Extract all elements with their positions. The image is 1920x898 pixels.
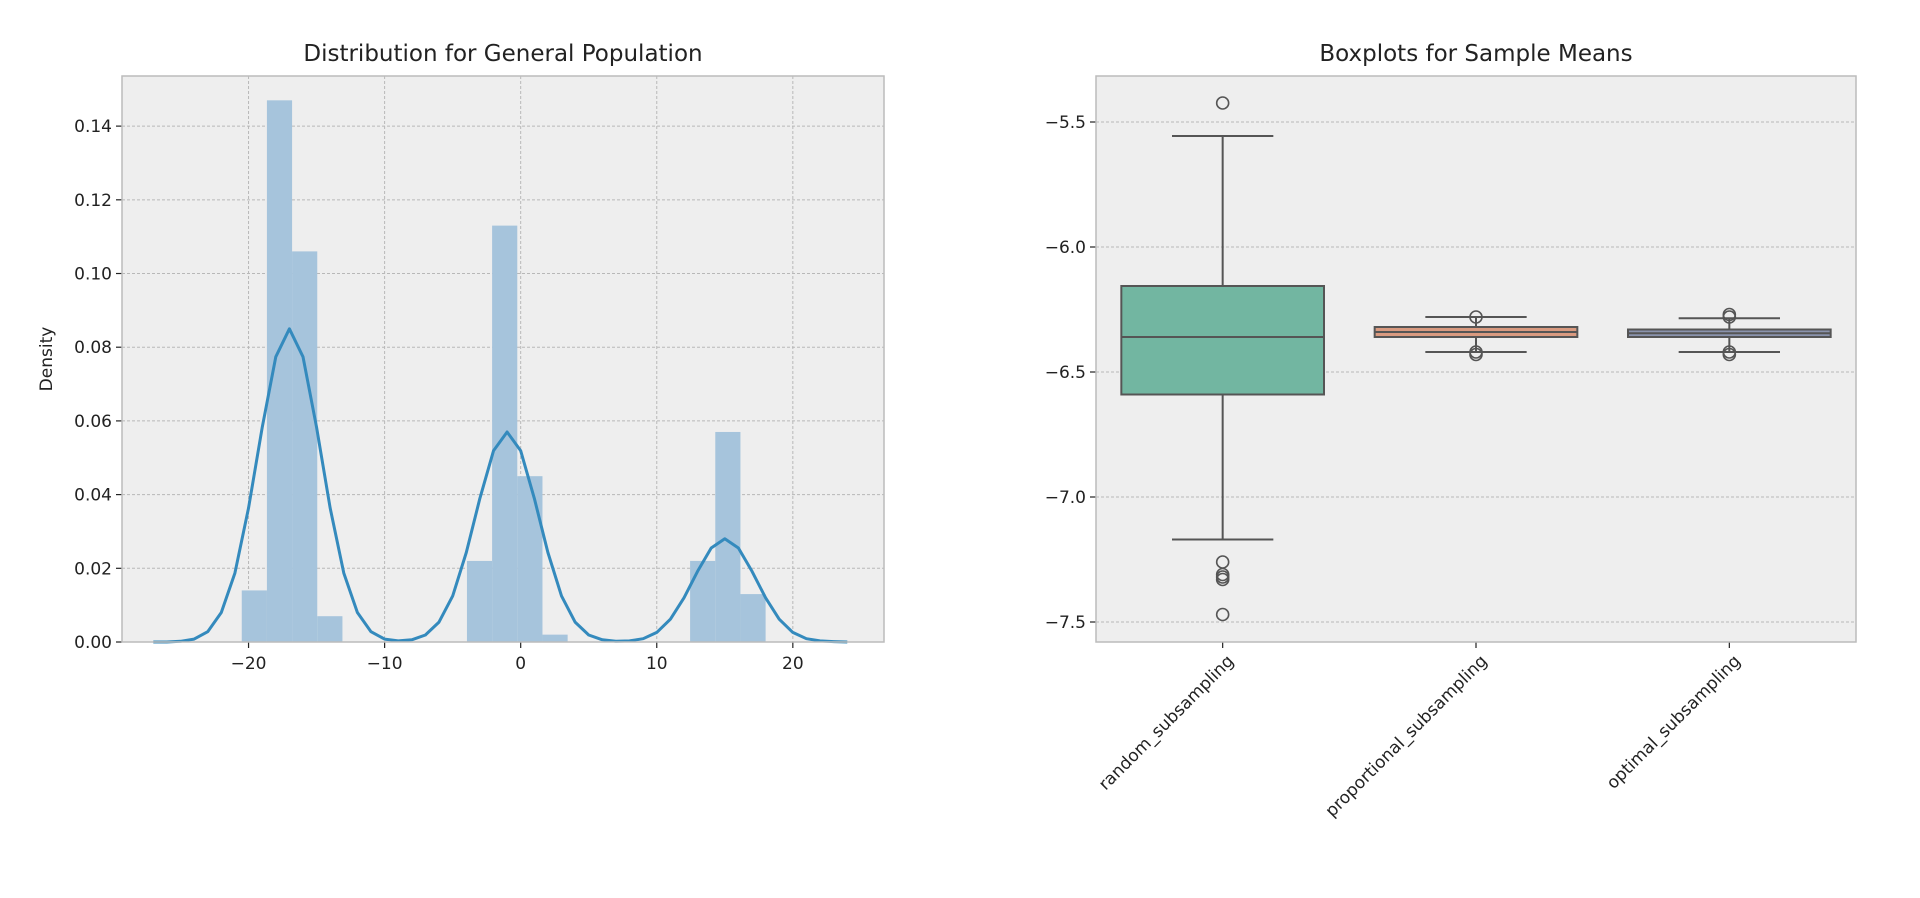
histogram-bar (266, 100, 293, 642)
y-tick-label: 0.02 (74, 559, 112, 579)
y-tick-label: −6.5 (1045, 363, 1086, 383)
y-axis-label: Density (37, 327, 57, 392)
plot-frame (121, 75, 885, 643)
outlier-point (1215, 572, 1230, 587)
x-tick-label: −10 (367, 654, 403, 674)
histogram-chart: Distribution for General Population Dens… (37, 41, 885, 674)
chart-title: Distribution for General Population (303, 41, 702, 67)
plot-frame (1095, 75, 1857, 643)
y-tick-label: 0.12 (74, 191, 112, 211)
outlier-point (1722, 310, 1737, 324)
histogram-bar (517, 476, 543, 642)
histogram-bar (740, 594, 766, 642)
chart-title: Boxplots for Sample Means (1319, 41, 1632, 67)
outlier-point (1469, 310, 1483, 324)
x-tick-label: 0 (515, 654, 526, 674)
y-tick-label: 0.08 (74, 338, 112, 358)
histogram-bar (715, 431, 741, 642)
y-tick-label: 0.06 (74, 412, 112, 432)
boxplot-chart: Boxplots for Sample Means −5.5 −6.0 −6.5 −7… (1045, 41, 1857, 821)
box-iqr (1120, 285, 1326, 396)
histogram-bar (542, 634, 568, 642)
outlier-point (1215, 607, 1230, 622)
histogram-bar (317, 616, 343, 642)
outlier-point (1215, 96, 1230, 110)
x-tick-label: optimal_subsampling (1603, 651, 1745, 793)
y-tick-label: −7.0 (1045, 488, 1086, 508)
histogram-bar (292, 251, 318, 642)
x-tick-label: proportional_subsampling (1322, 651, 1492, 821)
y-tick-label: −5.5 (1045, 113, 1086, 133)
outlier-point (1722, 347, 1737, 362)
histogram-bar (466, 560, 493, 642)
kde-line (153, 327, 848, 644)
y-tick-label: −6.0 (1045, 238, 1086, 258)
y-tick-label: 0.10 (74, 265, 112, 285)
x-tick-label: 20 (782, 654, 804, 674)
outlier-point (1469, 347, 1483, 362)
histogram-bar (241, 590, 267, 642)
x-tick-label: random_subsampling (1095, 651, 1238, 794)
histogram-bar (690, 560, 716, 642)
y-tick-label: 0.14 (74, 117, 112, 137)
box-random_subsampling (1120, 96, 1326, 622)
y-tick-label: 0.00 (74, 633, 112, 653)
y-tick-label: 0.04 (74, 486, 112, 506)
box-optimal_subsampling (1627, 307, 1832, 362)
x-tick-label: 10 (646, 654, 668, 674)
y-tick-label: −7.5 (1045, 613, 1086, 633)
box-proportional_subsampling (1373, 310, 1579, 362)
x-tick-label: −20 (231, 654, 267, 674)
